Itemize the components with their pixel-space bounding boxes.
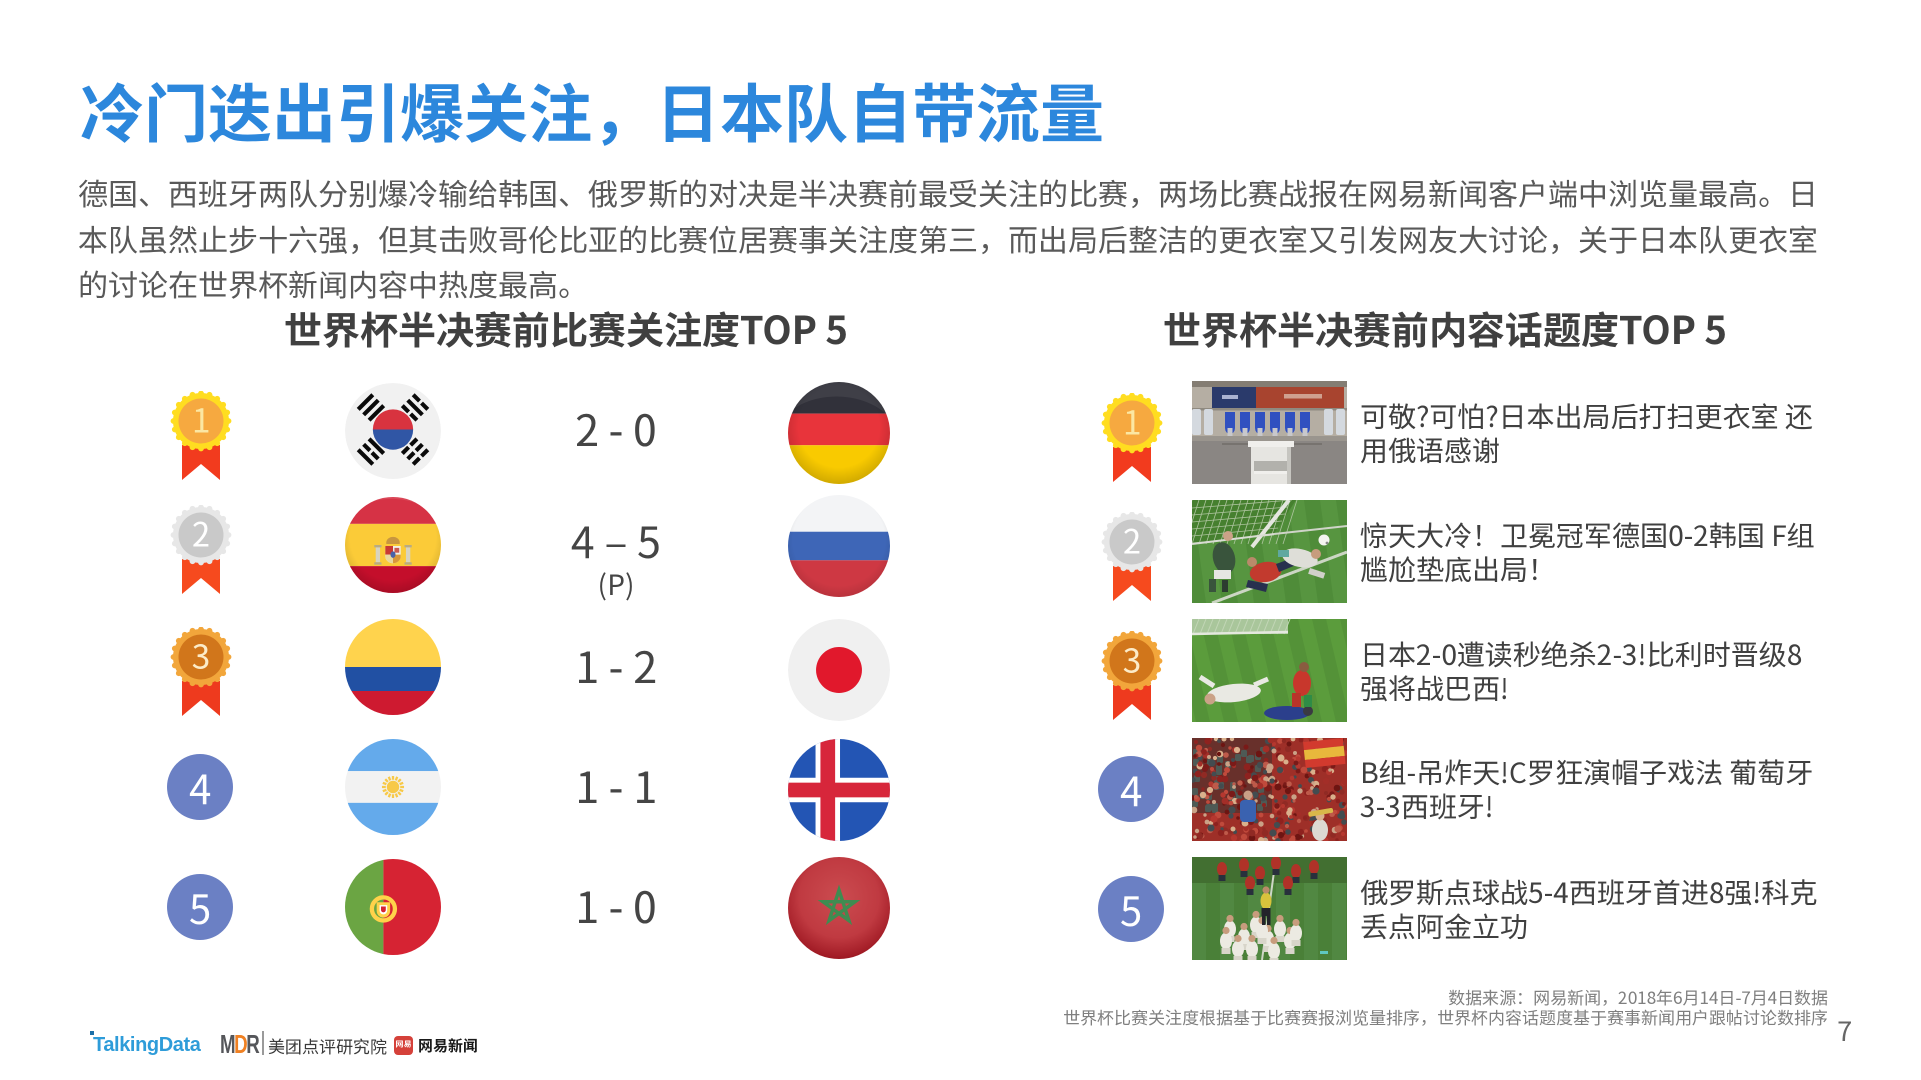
svg-text:2: 2: [192, 509, 210, 557]
svg-text:3: 3: [1123, 635, 1141, 683]
svg-text:1: 1: [1123, 397, 1141, 445]
svg-text:2: 2: [1123, 516, 1141, 564]
svg-text:3: 3: [192, 631, 210, 679]
svg-text:1: 1: [192, 395, 210, 443]
